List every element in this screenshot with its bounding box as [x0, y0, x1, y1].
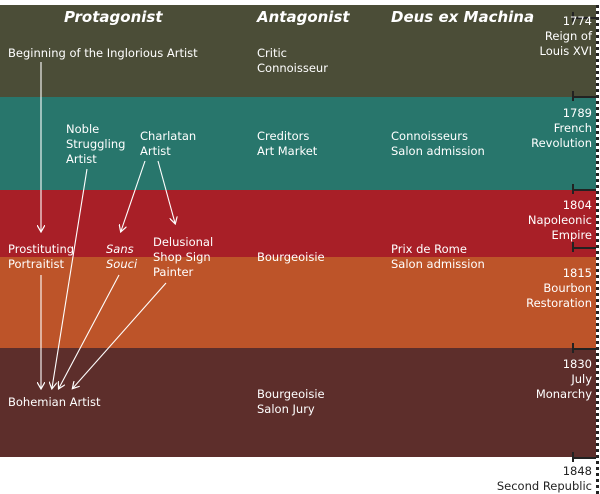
tick — [572, 189, 596, 191]
arrow-sans-souci-to-bohemian — [59, 274, 120, 388]
era-1830: 1830 July Monarchy — [536, 357, 592, 402]
tick-mark — [572, 91, 574, 101]
deus-empire: Prix de Rome Salon admission — [391, 242, 485, 271]
antagonist-louis-xvi: Critic Connoisseur — [257, 46, 328, 75]
arrow-charlatan-to-sans-souci — [121, 160, 146, 231]
arrow-noble-to-bohemian — [52, 168, 88, 388]
noble-struggling-artist: Noble Struggling Artist — [66, 122, 126, 166]
tick — [572, 247, 596, 249]
charlatan-artist: Charlatan Artist — [140, 129, 197, 158]
bohemian-artist: Bohemian Artist — [8, 395, 101, 409]
era-name: Napoleonic Empire — [527, 213, 592, 242]
tick — [572, 348, 596, 350]
era-year: 1848 — [562, 464, 592, 478]
era-name: July Monarchy — [535, 372, 592, 401]
tick-mark — [572, 12, 574, 22]
arrow-delusional-to-bohemian — [73, 282, 167, 388]
header-protagonist: Protagonist — [64, 8, 163, 26]
band-july-monarchy — [0, 348, 596, 457]
delusional-shop-sign-painter: Delusional Shop Sign Painter — [153, 235, 214, 279]
era-1804: 1804 Napoleonic Empire — [528, 198, 592, 243]
era-year: 1774 — [562, 14, 592, 28]
band-revolution — [0, 97, 596, 190]
band-restoration — [0, 257, 596, 348]
era-year: 1789 — [562, 106, 592, 120]
sans-souci: Sans Souci — [106, 242, 138, 271]
antagonist-empire: Bourgeoisie — [257, 250, 325, 264]
era-year: 1815 — [562, 266, 592, 280]
prostituting-portraitist: Prostituting Portraitist — [8, 242, 75, 271]
era-year: 1804 — [562, 198, 592, 212]
era-1815: 1815 Bourbon Restoration — [526, 266, 592, 311]
era-year: 1830 — [562, 357, 592, 371]
arrow-charlatan-to-delusional — [157, 160, 175, 223]
timeline-axis — [596, 5, 599, 494]
antagonist-july-monarchy: Bourgeoisie Salon Jury — [257, 387, 325, 416]
antagonist-revolution: Creditors Art Market — [257, 129, 318, 158]
tick-mark — [572, 184, 574, 194]
tick-mark — [572, 242, 574, 252]
era-name: Reign of Louis XVI — [539, 29, 592, 58]
tick — [572, 96, 596, 98]
era-name: Second Republic — [496, 479, 592, 493]
band-empire — [0, 190, 596, 257]
header-deus-ex-machina: Deus ex Machina — [391, 8, 535, 26]
deus-revolution: Connoisseurs Salon admission — [391, 129, 485, 158]
tick-mark — [572, 452, 574, 462]
beginning-inglorious-artist: Beginning of the Inglorious Artist — [8, 46, 198, 60]
tick — [572, 457, 596, 459]
era-1774: 1774 Reign of Louis XVI — [539, 14, 592, 59]
tick-mark — [572, 343, 574, 353]
era-1848: 1848 Second Republic — [497, 464, 592, 494]
era-name: French Revolution — [531, 121, 592, 150]
era-name: Bourbon Restoration — [526, 281, 592, 310]
tick — [572, 17, 596, 19]
era-1789: 1789 French Revolution — [531, 106, 592, 151]
header-antagonist: Antagonist — [257, 8, 350, 26]
band-louis-xvi — [0, 5, 596, 97]
